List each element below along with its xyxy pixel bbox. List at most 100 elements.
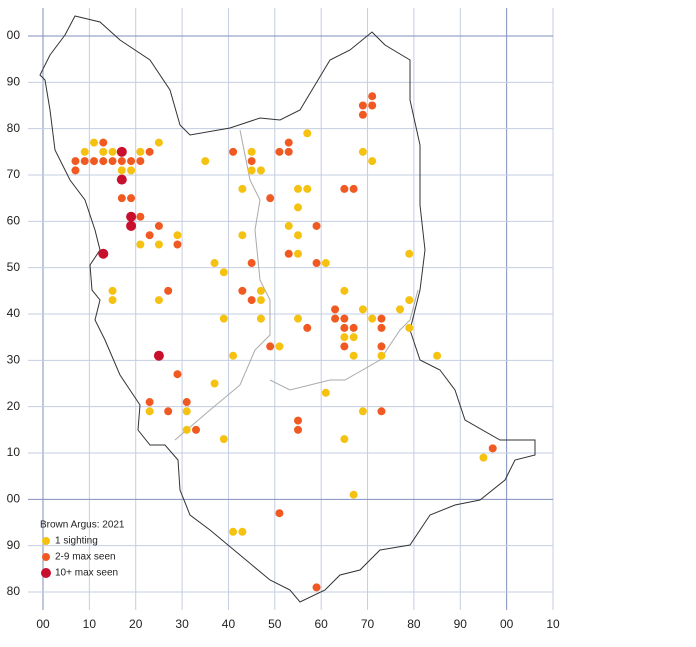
record-dot <box>284 147 293 156</box>
record-dot <box>126 211 137 222</box>
record-dot <box>219 314 228 323</box>
record-dot <box>312 221 321 230</box>
record-dot <box>108 157 117 166</box>
y-tick-label: 20 <box>7 399 21 413</box>
record-dot <box>303 184 312 193</box>
legend-title: Brown Argus: 2021 <box>40 520 125 531</box>
record-dot <box>219 435 228 444</box>
record-dot <box>340 314 349 323</box>
record-dot <box>117 194 126 203</box>
record-dot <box>294 425 302 434</box>
record-dot <box>358 305 367 314</box>
record-dot <box>98 248 109 259</box>
record-dot <box>173 240 182 249</box>
record-dot <box>321 388 330 397</box>
record-dot <box>256 296 265 305</box>
record-dot <box>247 157 256 166</box>
record-dot <box>99 157 108 166</box>
district-boundary <box>269 289 419 391</box>
x-tick-label: 70 <box>361 617 375 631</box>
y-tick-label: 50 <box>7 260 21 274</box>
record-dot <box>349 184 358 193</box>
x-tick-label: 80 <box>407 617 421 631</box>
record-dot <box>229 351 238 360</box>
y-tick-label: 60 <box>7 214 21 228</box>
record-dot <box>173 231 182 240</box>
record-dot <box>229 527 238 536</box>
record-dot <box>303 323 312 332</box>
y-tick-label: 90 <box>7 538 21 552</box>
record-dot <box>229 147 238 156</box>
record-dot <box>358 147 367 156</box>
record-dot <box>117 157 126 166</box>
record-dot <box>256 286 265 295</box>
record-dot <box>349 323 358 332</box>
record-dot <box>294 249 302 258</box>
record-dot <box>479 453 488 462</box>
record-dot <box>247 166 256 175</box>
record-dot <box>294 203 302 212</box>
record-dot <box>182 407 191 416</box>
record-dot <box>127 157 136 166</box>
record-dot <box>256 314 265 323</box>
record-dot <box>294 231 302 240</box>
record-dot <box>154 138 163 147</box>
record-dot <box>238 231 247 240</box>
record-dot <box>340 323 349 332</box>
record-dot <box>368 101 377 110</box>
record-dot <box>80 147 89 156</box>
record-dot <box>433 351 442 360</box>
record-dot <box>108 147 117 156</box>
record-dot <box>99 147 108 156</box>
record-dot <box>247 296 256 305</box>
record-dot <box>164 407 173 416</box>
record-dot <box>266 194 275 203</box>
y-tick-label: 80 <box>7 584 21 598</box>
record-dot <box>210 379 219 388</box>
record-dot <box>368 157 377 166</box>
record-dot <box>284 249 293 258</box>
record-dot <box>321 259 330 268</box>
record-dot <box>294 184 302 193</box>
x-tick-label: 90 <box>454 617 468 631</box>
record-dot <box>349 333 358 342</box>
record-dot <box>108 296 117 305</box>
record-dot <box>368 314 377 323</box>
legend-swatch <box>42 537 50 545</box>
legend-label: 2-9 max seen <box>55 552 116 563</box>
record-dot <box>154 221 163 230</box>
record-dot <box>340 435 349 444</box>
record-dot <box>358 101 367 110</box>
record-dot <box>136 157 145 166</box>
record-dot <box>368 92 377 101</box>
record-dot <box>116 146 127 157</box>
record-dot <box>192 425 200 434</box>
record-dot <box>80 157 89 166</box>
record-dot <box>331 314 340 323</box>
record-dot <box>173 370 182 379</box>
y-tick-label: 10 <box>7 445 21 459</box>
record-dot <box>405 296 414 305</box>
record-dot <box>219 268 228 277</box>
record-dot <box>349 351 358 360</box>
y-tick-label: 90 <box>7 75 21 89</box>
x-tick-label: 30 <box>175 617 189 631</box>
y-tick-label: 80 <box>7 121 21 135</box>
record-dot <box>90 138 98 147</box>
legend-label: 1 sighting <box>55 536 98 547</box>
record-dot <box>405 249 414 258</box>
record-dot <box>340 286 349 295</box>
record-dot <box>340 333 349 342</box>
record-dot <box>312 583 321 592</box>
record-dot <box>136 212 145 221</box>
x-tick-label: 60 <box>315 617 329 631</box>
record-dot <box>201 157 210 166</box>
record-dot <box>126 220 137 231</box>
record-dot <box>312 259 321 268</box>
x-tick-label: 50 <box>268 617 282 631</box>
x-tick-label: 20 <box>129 617 143 631</box>
record-dot <box>154 240 163 249</box>
record-dot <box>238 527 247 536</box>
record-dot <box>238 286 247 295</box>
